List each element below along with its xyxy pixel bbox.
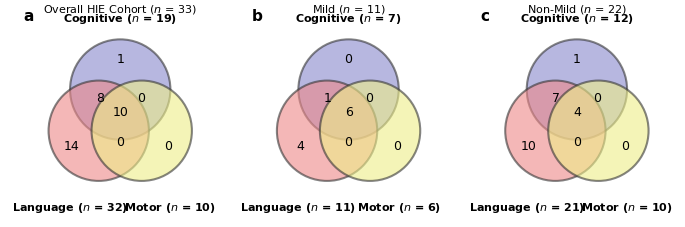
Text: Motor ($\mathbf{\mathit{n}}$ = 6): Motor ($\mathbf{\mathit{n}}$ = 6) bbox=[357, 201, 440, 215]
Text: Cognitive ($\mathbf{\mathit{n}}$ = 19): Cognitive ($\mathbf{\mathit{n}}$ = 19) bbox=[63, 12, 177, 26]
Text: 0: 0 bbox=[164, 140, 173, 153]
Circle shape bbox=[92, 81, 192, 181]
Text: Mild ($\it{n}$ = 11): Mild ($\it{n}$ = 11) bbox=[312, 3, 386, 16]
Text: 10: 10 bbox=[521, 140, 536, 153]
Text: Non-Mild ($\it{n}$ = 22): Non-Mild ($\it{n}$ = 22) bbox=[527, 3, 627, 16]
Text: c: c bbox=[480, 9, 489, 24]
Text: 0: 0 bbox=[345, 53, 353, 66]
Circle shape bbox=[527, 39, 627, 140]
Circle shape bbox=[49, 81, 149, 181]
Circle shape bbox=[277, 81, 377, 181]
Circle shape bbox=[320, 81, 420, 181]
Text: 0: 0 bbox=[593, 92, 601, 105]
Text: Language ($\mathbf{\mathit{n}}$ = 11): Language ($\mathbf{\mathit{n}}$ = 11) bbox=[240, 201, 356, 215]
Text: 6: 6 bbox=[345, 106, 353, 119]
Text: Cognitive ($\mathbf{\mathit{n}}$ = 7): Cognitive ($\mathbf{\mathit{n}}$ = 7) bbox=[295, 12, 401, 26]
Text: 1: 1 bbox=[324, 92, 332, 105]
Text: 4: 4 bbox=[573, 106, 581, 119]
Text: Language ($\mathbf{\mathit{n}}$ = 21): Language ($\mathbf{\mathit{n}}$ = 21) bbox=[469, 201, 585, 215]
Text: Motor ($\mathbf{\mathit{n}}$ = 10): Motor ($\mathbf{\mathit{n}}$ = 10) bbox=[581, 201, 673, 215]
Circle shape bbox=[299, 39, 399, 140]
Text: 7: 7 bbox=[552, 92, 560, 105]
Text: 0: 0 bbox=[573, 136, 581, 149]
Text: 0: 0 bbox=[345, 136, 353, 149]
Text: 0: 0 bbox=[621, 140, 630, 153]
Text: 4: 4 bbox=[296, 140, 304, 153]
Text: Language ($\mathbf{\mathit{n}}$ = 32): Language ($\mathbf{\mathit{n}}$ = 32) bbox=[12, 201, 128, 215]
Text: 0: 0 bbox=[365, 92, 373, 105]
Text: 1: 1 bbox=[573, 53, 581, 66]
Circle shape bbox=[548, 81, 649, 181]
Text: 8: 8 bbox=[96, 92, 103, 105]
Text: 14: 14 bbox=[64, 140, 79, 153]
Text: Cognitive ($\mathbf{\mathit{n}}$ = 12): Cognitive ($\mathbf{\mathit{n}}$ = 12) bbox=[520, 12, 634, 26]
Text: 10: 10 bbox=[112, 106, 128, 119]
Text: Motor ($\mathbf{\mathit{n}}$ = 10): Motor ($\mathbf{\mathit{n}}$ = 10) bbox=[125, 201, 216, 215]
Text: 0: 0 bbox=[393, 140, 401, 153]
Text: a: a bbox=[23, 9, 34, 24]
Circle shape bbox=[506, 81, 606, 181]
Text: 0: 0 bbox=[137, 92, 145, 105]
Circle shape bbox=[70, 39, 171, 140]
Text: 0: 0 bbox=[116, 136, 124, 149]
Text: 1: 1 bbox=[116, 53, 124, 66]
Text: Overall HIE Cohort ($\it{n}$ = 33): Overall HIE Cohort ($\it{n}$ = 33) bbox=[43, 3, 197, 16]
Text: b: b bbox=[252, 9, 262, 24]
